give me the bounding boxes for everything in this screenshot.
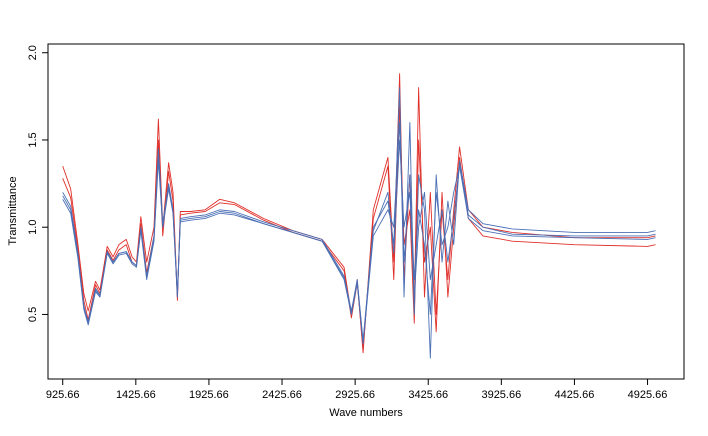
x-tick-label: 4925.66 (628, 389, 668, 401)
x-tick-label: 2425.66 (262, 389, 302, 401)
y-tick-label: 1.5 (27, 132, 39, 147)
y-axis: 0.5 1.0 1.5 2.0 (27, 45, 49, 322)
series-line-1 (62, 73, 656, 354)
x-tick-label: 1925.66 (189, 389, 229, 401)
x-tick-label: 3925.66 (481, 389, 521, 401)
series-line-3 (62, 87, 656, 359)
y-axis-title: Transmittance (7, 176, 19, 245)
x-tick-label: 4425.66 (555, 389, 595, 401)
x-tick-label: 3425.66 (408, 389, 448, 401)
x-axis: 925.66 1425.66 1925.66 2425.66 2925.66 3425.6… (46, 378, 668, 401)
x-tick-label: 925.66 (46, 389, 80, 401)
series-line-4 (62, 122, 656, 345)
y-tick-label: 2.0 (27, 45, 39, 60)
y-tick-label: 1.0 (27, 220, 39, 235)
plot-box (47, 43, 685, 380)
x-axis-title: Wave numbers (329, 407, 403, 419)
y-tick-label: 0.5 (27, 307, 39, 322)
x-tick-label: 2925.66 (335, 389, 375, 401)
series-layer (62, 73, 656, 359)
x-tick-label: 1425.66 (116, 389, 156, 401)
series-line-5 (62, 139, 656, 343)
series-line-2 (62, 104, 656, 350)
